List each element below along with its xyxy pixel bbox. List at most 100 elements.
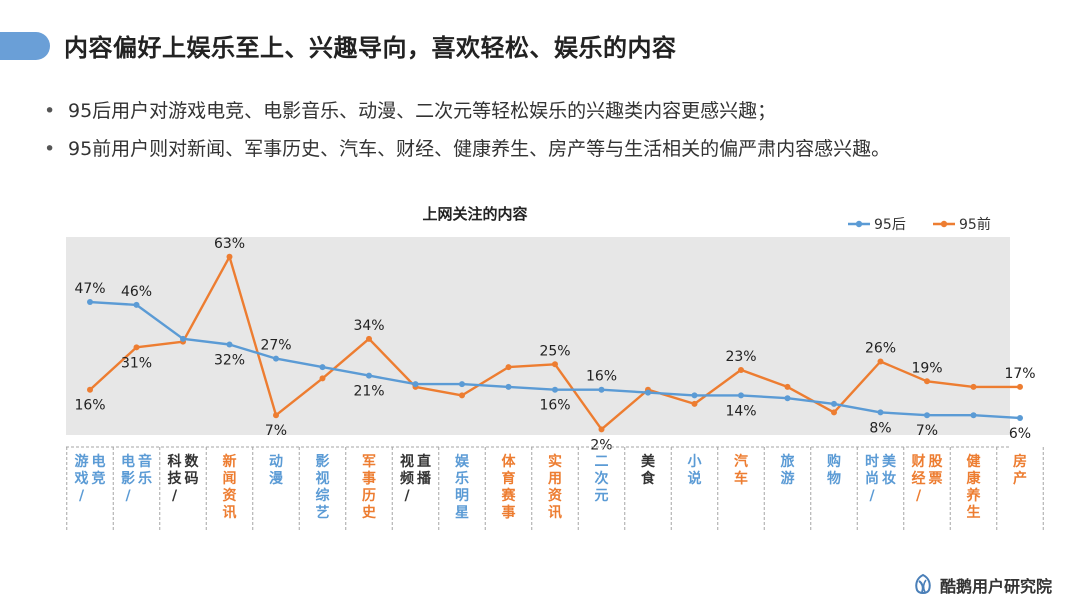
category-label-18: 财经/ 股票 bbox=[911, 453, 944, 504]
category-char: 乐 bbox=[455, 470, 469, 487]
data-label-95hou-1: 46% bbox=[121, 284, 152, 300]
point-95hou-19 bbox=[970, 412, 977, 419]
category-char: / bbox=[79, 488, 85, 504]
data-label-95hou-14: 14% bbox=[725, 403, 756, 419]
point-95hou-10 bbox=[552, 386, 558, 393]
point-95qian-8 bbox=[459, 392, 465, 399]
category-char: 汽 bbox=[734, 453, 748, 470]
point-95qian-5 bbox=[319, 375, 326, 382]
point-95qian-10 bbox=[552, 361, 558, 368]
point-95hou-5 bbox=[319, 364, 326, 371]
category-char: 历 bbox=[362, 488, 376, 504]
point-95qian-14 bbox=[738, 366, 744, 373]
category-char: 电 bbox=[92, 453, 106, 470]
category-label-12: 美食 bbox=[641, 453, 656, 487]
brand-name: 酷鹅用户研究院 bbox=[939, 577, 1052, 596]
category-label-11: 二次元 bbox=[595, 454, 609, 504]
category-label-1: 电影/ 音乐 bbox=[121, 453, 152, 504]
data-label-95hou-11: 16% bbox=[586, 369, 617, 385]
category-char: 电 bbox=[121, 453, 135, 470]
category-label-19: 健康养生 bbox=[966, 453, 982, 521]
point-95qian-3 bbox=[226, 253, 233, 260]
data-label-95qian-10: 25% bbox=[539, 343, 570, 359]
category-char: / bbox=[404, 488, 410, 504]
category-char: 音 bbox=[138, 453, 152, 470]
point-95hou-0 bbox=[87, 299, 93, 306]
category-char: 股 bbox=[929, 454, 944, 470]
data-label-95qian-1: 31% bbox=[121, 355, 152, 371]
point-95qian-6 bbox=[366, 335, 372, 342]
category-char: 视 bbox=[316, 470, 330, 487]
point-95hou-17 bbox=[877, 409, 884, 416]
point-95qian-16 bbox=[831, 409, 837, 416]
point-95qian-15 bbox=[784, 383, 791, 390]
category-char: 票 bbox=[929, 471, 943, 487]
legend-label-95qian: 95前 bbox=[959, 216, 991, 233]
category-char: 产 bbox=[1013, 470, 1027, 487]
category-char: 码 bbox=[185, 471, 199, 487]
category-char: 直 bbox=[417, 453, 431, 470]
category-label-16: 购物 bbox=[827, 453, 841, 487]
point-95hou-12 bbox=[645, 389, 651, 396]
category-char: / bbox=[916, 488, 922, 504]
data-label-95qian-18: 19% bbox=[911, 360, 942, 376]
category-char: 妆 bbox=[882, 470, 896, 487]
point-95qian-1 bbox=[133, 344, 140, 351]
category-char: 史 bbox=[362, 505, 377, 521]
category-char: 次 bbox=[595, 470, 609, 487]
point-95hou-2 bbox=[180, 335, 186, 342]
data-label-95qian-0: 16% bbox=[74, 398, 105, 414]
category-char: 闻 bbox=[223, 470, 237, 487]
legend-marker-95qian bbox=[940, 220, 948, 228]
category-char: / bbox=[125, 488, 131, 504]
category-char: 美 bbox=[882, 453, 897, 470]
data-label-95hou-18: 7% bbox=[916, 423, 938, 439]
category-char: 技 bbox=[168, 470, 183, 487]
category-char: 动 bbox=[269, 453, 283, 470]
point-95hou-20 bbox=[1017, 415, 1023, 422]
category-char: 漫 bbox=[269, 470, 284, 487]
category-char: 尚 bbox=[865, 470, 879, 487]
series-lines bbox=[87, 253, 1023, 433]
data-label-95qian-6: 34% bbox=[353, 318, 384, 334]
point-95qian-0 bbox=[87, 386, 93, 393]
x-axis: 游戏/电竞电影/音乐科技/数码新闻资讯动漫影视综艺军事历史视频/直播娱乐明星体育… bbox=[66, 446, 1044, 532]
category-char: 养 bbox=[966, 487, 982, 504]
category-label-6: 军事历史 bbox=[362, 454, 377, 521]
category-label-4: 动漫 bbox=[269, 453, 284, 487]
category-label-17: 时尚/ 美妆 bbox=[865, 453, 897, 504]
category-char: 车 bbox=[734, 470, 748, 487]
brand-logo: 酷鹅用户研究院 bbox=[910, 572, 1052, 598]
data-labels: 47% 46% 32% 27% 21% 16% 16% 14% 8% 7% 6% 16% 31% 63% 7… bbox=[74, 236, 1035, 454]
category-char: 事 bbox=[502, 504, 516, 521]
bullet-list: 95后用户对游戏电竞、电影音乐、动漫、二次元等轻松娱乐的兴趣类内容更感兴趣； 9… bbox=[44, 92, 890, 168]
category-char: 健 bbox=[967, 453, 981, 470]
point-95qian-19 bbox=[970, 383, 977, 390]
penguin-logo-icon bbox=[915, 573, 931, 594]
point-95hou-8 bbox=[459, 381, 465, 388]
point-95hou-1 bbox=[133, 301, 140, 308]
point-95qian-9 bbox=[505, 364, 512, 371]
point-95hou-6 bbox=[366, 372, 372, 379]
category-char: 讯 bbox=[548, 505, 562, 521]
point-95hou-18 bbox=[924, 412, 930, 419]
category-char: 购 bbox=[827, 453, 841, 470]
category-char: / bbox=[172, 488, 178, 504]
point-95qian-11 bbox=[598, 426, 605, 433]
data-label-95hou-17: 8% bbox=[869, 420, 891, 436]
category-char: 游 bbox=[781, 470, 795, 487]
category-char: 实 bbox=[548, 453, 562, 470]
category-char: 乐 bbox=[138, 470, 152, 487]
category-char: 育 bbox=[502, 470, 516, 487]
data-label-95qian-14: 23% bbox=[725, 349, 756, 365]
legend-marker-95hou bbox=[855, 220, 863, 228]
category-char: 明 bbox=[455, 488, 469, 504]
point-95hou-13 bbox=[691, 392, 698, 399]
category-label-15: 旅游 bbox=[781, 453, 795, 487]
category-char: 频 bbox=[400, 470, 414, 487]
